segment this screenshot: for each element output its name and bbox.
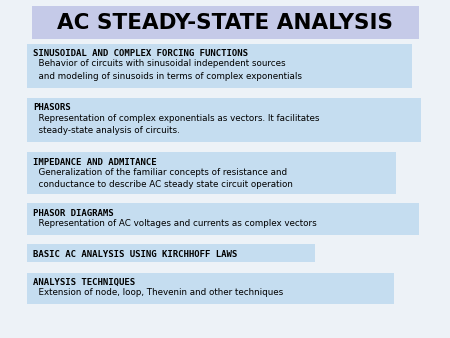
- FancyBboxPatch shape: [32, 6, 419, 39]
- Text: BASIC AC ANALYSIS USING KIRCHHOFF LAWS: BASIC AC ANALYSIS USING KIRCHHOFF LAWS: [33, 250, 238, 259]
- FancyBboxPatch shape: [27, 203, 419, 235]
- Text: Generalization of the familiar concepts of resistance and
  conductance to descr: Generalization of the familiar concepts …: [33, 168, 293, 189]
- Text: Behavior of circuits with sinusoidal independent sources
  and modeling of sinus: Behavior of circuits with sinusoidal ind…: [33, 59, 302, 81]
- Text: Representation of complex exponentials as vectors. It facilitates
  steady-state: Representation of complex exponentials a…: [33, 114, 320, 135]
- Text: IMPEDANCE AND ADMITANCE: IMPEDANCE AND ADMITANCE: [33, 158, 157, 167]
- FancyBboxPatch shape: [27, 244, 315, 262]
- Text: ANALYSIS TECHNIQUES: ANALYSIS TECHNIQUES: [33, 278, 135, 287]
- FancyBboxPatch shape: [27, 44, 412, 88]
- FancyBboxPatch shape: [27, 98, 421, 142]
- Text: AC STEADY-STATE ANALYSIS: AC STEADY-STATE ANALYSIS: [57, 13, 393, 33]
- FancyBboxPatch shape: [27, 273, 394, 304]
- Text: SINUSOIDAL AND COMPLEX FORCING FUNCTIONS: SINUSOIDAL AND COMPLEX FORCING FUNCTIONS: [33, 49, 248, 58]
- Text: PHASOR DIAGRAMS: PHASOR DIAGRAMS: [33, 209, 114, 218]
- Text: PHASORS: PHASORS: [33, 103, 71, 113]
- Text: Extension of node, loop, Thevenin and other techniques: Extension of node, loop, Thevenin and ot…: [33, 288, 284, 297]
- FancyBboxPatch shape: [27, 152, 396, 194]
- Text: Representation of AC voltages and currents as complex vectors: Representation of AC voltages and curren…: [33, 219, 317, 228]
